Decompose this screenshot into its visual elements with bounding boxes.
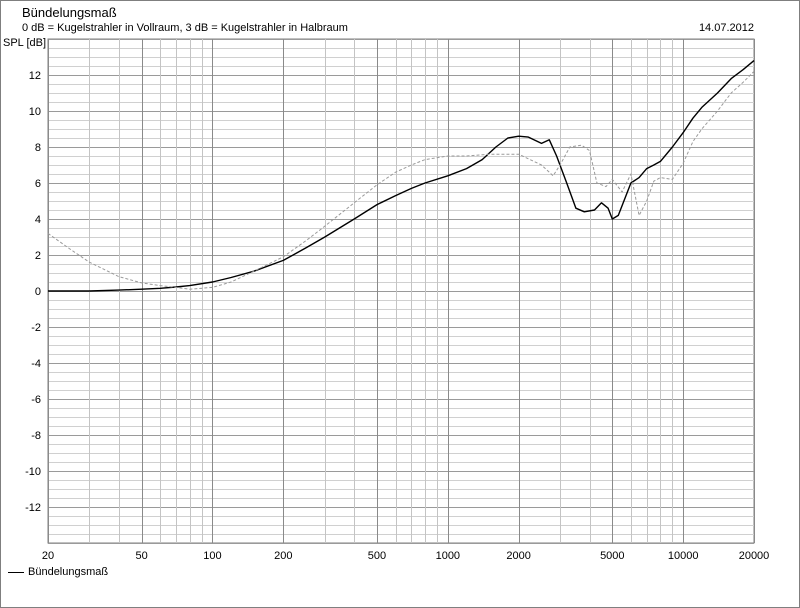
y-tick-label: 10 [29, 106, 41, 118]
y-tick-label: 2 [35, 250, 41, 262]
x-tick-label: 10000 [668, 550, 699, 562]
legend-label: Bündelungsmaß [28, 566, 109, 578]
y-axis-label: SPL [dB] [3, 37, 47, 49]
x-tick-label: 1000 [436, 550, 460, 562]
y-tick-label: -4 [31, 358, 41, 370]
x-tick-label: 500 [368, 550, 386, 562]
x-tick-label: 20 [42, 550, 54, 562]
series-line-reference [47, 71, 755, 290]
legend: Bündelungsmaß [8, 566, 108, 578]
chart-title: Bündelungsmaß [22, 5, 117, 20]
x-tick-label: 5000 [600, 550, 624, 562]
x-tick-label: 20000 [739, 550, 770, 562]
y-tick-label: 6 [35, 178, 41, 190]
x-tick-label: 100 [203, 550, 221, 562]
y-tick-label: 8 [35, 142, 41, 154]
x-tick-label: 50 [136, 550, 148, 562]
x-tick-label: 2000 [506, 550, 530, 562]
y-tick-label: 12 [29, 70, 41, 82]
chart-date: 14.07.2012 [698, 22, 754, 34]
y-tick-label: 0 [35, 286, 41, 298]
y-tick-label: 4 [35, 214, 41, 226]
legend-swatch [8, 571, 24, 573]
x-tick-label: 200 [274, 550, 292, 562]
y-tick-label: -2 [31, 322, 41, 334]
y-tick-label: -10 [25, 466, 41, 478]
series-line-buendelungsmass [48, 60, 755, 292]
y-tick-label: -6 [31, 394, 41, 406]
y-tick-label: -12 [25, 502, 41, 514]
chart-subtitle: 0 dB = Kugelstrahler in Vollraum, 3 dB =… [22, 22, 348, 34]
y-tick-label: -8 [31, 430, 41, 442]
